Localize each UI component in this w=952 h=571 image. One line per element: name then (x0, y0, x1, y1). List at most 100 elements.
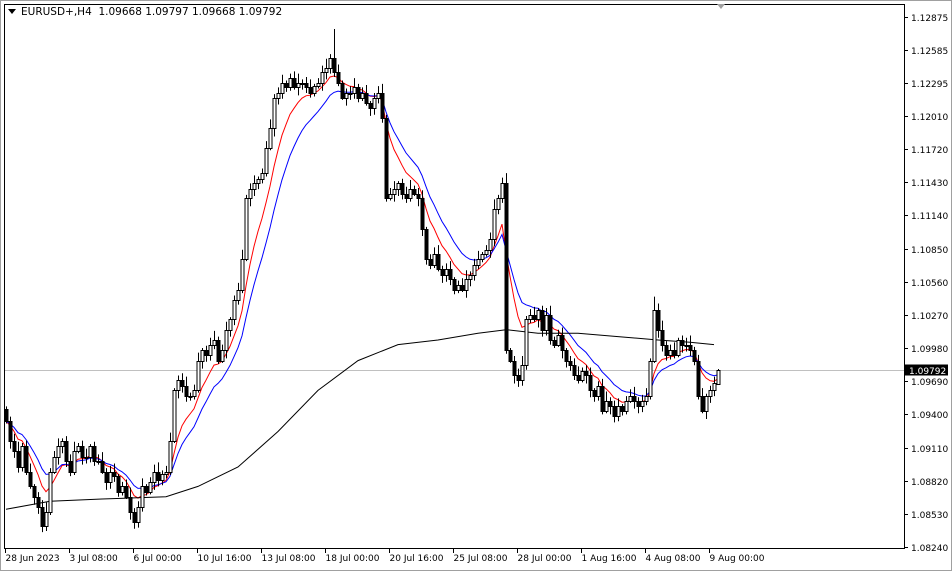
plot-area-frame (4, 4, 905, 549)
candle (220, 344, 225, 363)
dropdown-triangle-icon[interactable] (8, 9, 16, 14)
candle (436, 245, 441, 272)
candle-body (432, 254, 437, 266)
candle-body (676, 340, 681, 356)
candle-body (60, 441, 65, 447)
candle-body (516, 375, 521, 381)
candle-body (284, 83, 289, 88)
candles (4, 29, 721, 533)
candle (644, 388, 649, 406)
candle (372, 93, 377, 115)
candle (92, 441, 97, 466)
candle-body (12, 441, 17, 452)
candle-body (256, 179, 261, 184)
candle-body (352, 87, 357, 94)
candle-body (560, 335, 565, 351)
candle-body (304, 83, 309, 88)
candle-body (572, 365, 577, 376)
candle (676, 337, 681, 358)
candle-body (636, 401, 641, 407)
candle-body (32, 486, 37, 498)
candle-body (52, 457, 57, 473)
candle-body (92, 446, 97, 462)
candle (280, 74, 285, 99)
candle-body (584, 371, 589, 376)
price-tick-label: 1.12295 (911, 80, 948, 90)
candle-body (188, 396, 193, 398)
moving-average-red (5, 75, 719, 499)
candle-body (28, 472, 33, 487)
candle-body (56, 446, 61, 458)
candle (692, 346, 697, 366)
candle-body (660, 330, 665, 346)
candle (480, 251, 485, 263)
candle-body (372, 98, 377, 109)
candle (408, 179, 413, 202)
candle (72, 441, 77, 475)
candle-body (652, 310, 657, 362)
candle (452, 277, 457, 295)
candle-body (576, 375, 581, 381)
candle (44, 502, 49, 532)
candle-body (684, 345, 689, 347)
candle-body (300, 83, 305, 85)
candle (52, 450, 57, 474)
candle (28, 463, 33, 489)
price-tick-label: 1.09690 (911, 378, 948, 388)
candle (344, 88, 349, 106)
candle-body (716, 370, 721, 385)
candle-body (240, 259, 245, 291)
candle-body (508, 350, 513, 362)
candle (152, 464, 157, 490)
candle (664, 341, 669, 361)
candle (324, 58, 329, 80)
candle-body (440, 269, 445, 276)
candle (80, 440, 85, 465)
candle-body (88, 446, 93, 458)
candle (200, 348, 205, 369)
candle (132, 508, 137, 529)
candle (432, 247, 437, 268)
candle (12, 433, 17, 458)
candle (668, 344, 673, 360)
price-tick-label: 1.12875 (911, 14, 948, 24)
candle-body (280, 83, 285, 94)
candle (16, 441, 21, 473)
candle (120, 481, 125, 496)
candle (656, 303, 661, 338)
candle (708, 385, 713, 403)
candle-body (76, 446, 81, 452)
candle-body (568, 361, 573, 366)
candle (544, 308, 549, 336)
candle (84, 448, 89, 464)
candle (532, 306, 537, 322)
candle (584, 365, 589, 384)
candle-body (232, 300, 237, 320)
candle (320, 65, 325, 91)
candle (380, 83, 385, 123)
candle-body (312, 86, 317, 94)
candle-body (472, 265, 477, 276)
candle-body (700, 396, 705, 412)
candle (508, 348, 513, 363)
candle (424, 226, 429, 265)
candle (460, 278, 465, 293)
time-tick-label: 20 Jul 16:00 (390, 554, 444, 564)
candle-body (236, 290, 241, 301)
candle-body (544, 315, 549, 331)
candle-body (532, 315, 537, 320)
candle (592, 388, 597, 402)
price-tick-label: 1.09980 (911, 345, 948, 355)
candle-body (536, 310, 541, 320)
candle-body (708, 390, 713, 397)
moving-average-blue (5, 90, 719, 490)
candle-body (184, 386, 189, 397)
candle (24, 440, 29, 475)
price-tick-label: 1.09110 (911, 445, 948, 455)
candle-body (156, 472, 161, 481)
chart-shift-marker-icon[interactable] (717, 4, 725, 9)
candle-body (504, 183, 509, 351)
candle (64, 436, 69, 467)
candle-body (384, 118, 389, 199)
